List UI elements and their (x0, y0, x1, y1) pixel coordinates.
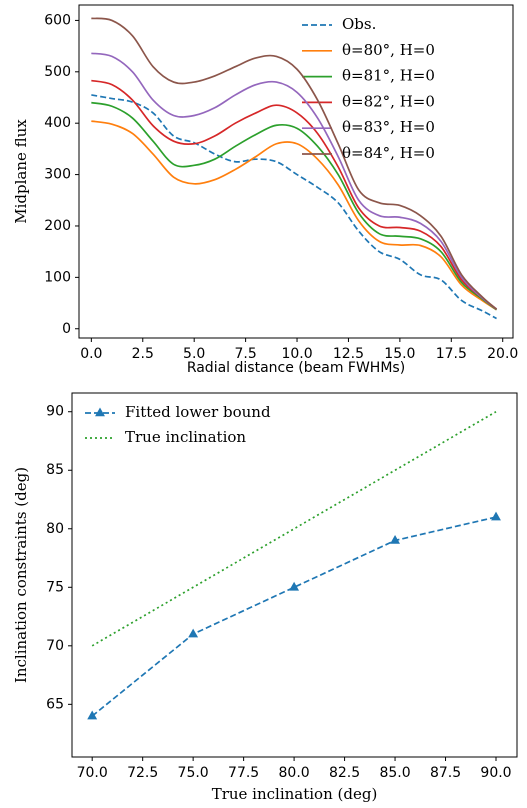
legend-label: θ=84°, H=0 (342, 144, 435, 162)
legend-label: True inclination (125, 428, 246, 446)
legend-label: θ=81°, H=0 (342, 67, 435, 85)
x-tick-label: 87.5 (430, 765, 461, 781)
y-tick-label: 65 (46, 696, 64, 712)
x-tick-label: 70.0 (77, 765, 108, 781)
legend-label: Obs. (342, 15, 376, 33)
y-tick-label: 80 (46, 521, 64, 537)
series-line (91, 79, 498, 310)
series-line (91, 410, 497, 647)
x-tick-label: 72.5 (127, 765, 158, 781)
x-tick-label: 85.0 (379, 765, 410, 781)
marker (491, 511, 501, 521)
series-line (91, 101, 498, 311)
series-line (91, 52, 498, 310)
marker (87, 710, 98, 720)
series-line (91, 120, 498, 311)
y-tick-label: 0 (62, 321, 71, 337)
marker (289, 581, 300, 591)
legend-label: θ=83°, H=0 (342, 118, 435, 136)
y-tick-label: 70 (46, 638, 64, 654)
legend-label: θ=82°, H=0 (342, 92, 435, 110)
x-axis-label: True inclination (deg) (212, 785, 378, 803)
x-tick-label: 5.0 (183, 346, 205, 362)
plot-frame (78, 4, 514, 339)
y-tick-label: 90 (46, 404, 64, 420)
x-tick-label: 82.5 (329, 765, 360, 781)
y-tick-label: 400 (44, 115, 71, 131)
x-tick-label: 17.5 (436, 346, 467, 362)
series-line (91, 516, 497, 717)
y-tick-label: 75 (46, 579, 64, 595)
y-tick-label: 200 (44, 218, 71, 234)
y-axis-label: Inclination constraints (deg) (12, 467, 30, 683)
marker (390, 534, 400, 544)
y-axis-label: Midplane flux (12, 119, 30, 224)
legend-marker (95, 407, 105, 417)
series-line (91, 94, 497, 320)
x-axis-label: Radial distance (beam FWHMs) (187, 360, 405, 376)
x-tick-label: 10.0 (281, 346, 312, 362)
x-tick-label: 80.0 (279, 765, 310, 781)
x-tick-label: 77.5 (228, 765, 259, 781)
x-tick-label: 15.0 (384, 346, 415, 362)
y-tick-label: 600 (44, 12, 71, 28)
y-tick-label: 500 (44, 64, 71, 80)
y-tick-label: 100 (44, 269, 71, 285)
x-tick-label: 90.0 (480, 765, 511, 781)
x-tick-label: 7.5 (234, 346, 256, 362)
marker (188, 628, 199, 638)
x-tick-label: 2.5 (132, 346, 154, 362)
x-tick-label: 0.0 (80, 346, 102, 362)
x-tick-label: 20.0 (487, 346, 518, 362)
y-tick-label: 85 (46, 462, 64, 478)
x-tick-label: 12.5 (333, 346, 364, 362)
series-line (91, 17, 498, 310)
y-tick-label: 300 (44, 167, 71, 183)
x-tick-label: 75.0 (178, 765, 209, 781)
legend-label: Fitted lower bound (125, 403, 271, 421)
plot-frame (71, 392, 518, 758)
legend-label: θ=80°, H=0 (342, 41, 435, 59)
